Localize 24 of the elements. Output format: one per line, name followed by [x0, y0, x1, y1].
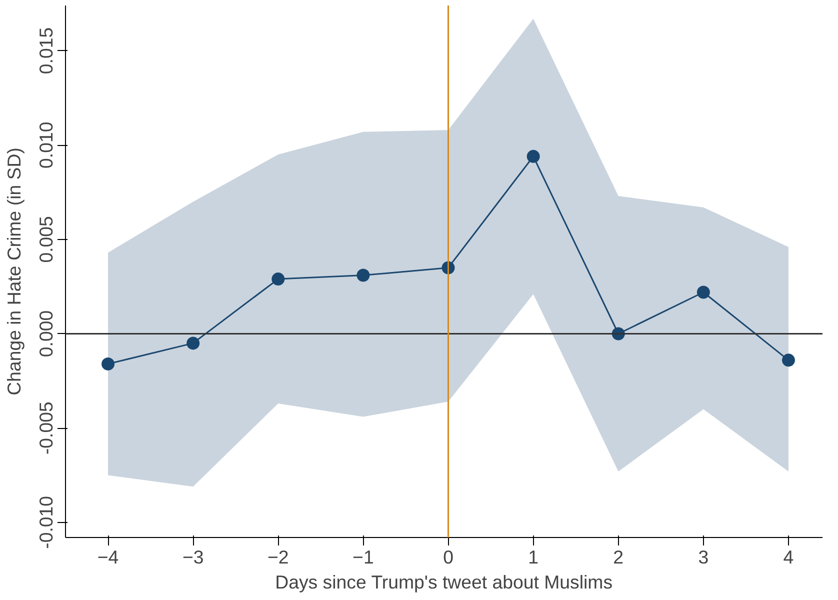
y-tick-label: 0.010: [36, 122, 56, 168]
point: [102, 357, 115, 370]
point: [526, 150, 540, 163]
y-tick-label: 0.000: [36, 310, 56, 358]
y-tick-label: -0.005: [36, 402, 56, 455]
y-axis-title: Change in Hate Crime (in SD): [4, 148, 24, 396]
x-tick-label: −3: [182, 546, 204, 568]
x-tick-label: 2: [613, 546, 624, 568]
y-tick-label: 0.005: [36, 216, 56, 263]
x-axis-title: Days since Trump's tweet about Muslims: [275, 572, 613, 592]
point: [186, 336, 200, 350]
x-tick-label: 4: [783, 546, 794, 568]
point: [696, 286, 710, 299]
point: [272, 272, 285, 286]
x-tick-label: −2: [268, 546, 289, 568]
x-tick-label: 1: [528, 546, 539, 568]
x-tick-label: −4: [97, 546, 119, 568]
y-tick-label: 0.015: [36, 27, 56, 74]
y-tick-label: -0.010: [36, 496, 56, 549]
x-tick-label: 3: [698, 546, 709, 568]
point: [782, 354, 795, 367]
x-tick-label: 0: [443, 546, 454, 568]
x-tick-label: −1: [352, 546, 374, 568]
point: [356, 268, 370, 282]
